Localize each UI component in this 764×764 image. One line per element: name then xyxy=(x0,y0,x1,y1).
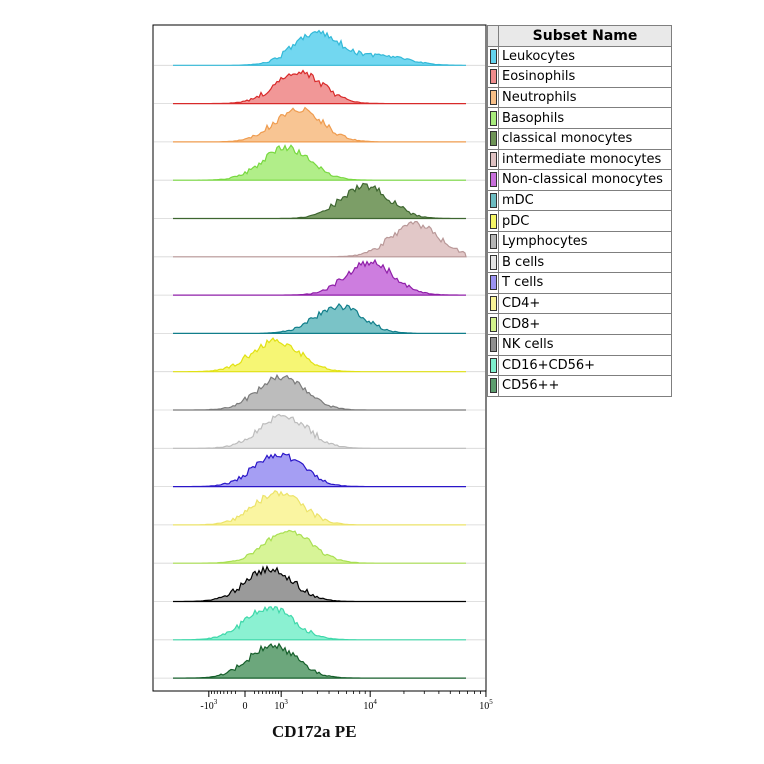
legend-swatch-cell xyxy=(487,86,499,109)
legend-label: Eosinophils xyxy=(498,66,672,88)
legend-swatch xyxy=(489,234,497,250)
legend-label: classical monocytes xyxy=(498,127,672,150)
legend-swatch-cell xyxy=(487,210,499,232)
legend-swatch-cell xyxy=(487,107,499,129)
legend-row: intermediate monocytes xyxy=(487,148,672,171)
legend-swatch xyxy=(489,110,497,126)
legend-swatch-cell xyxy=(487,127,499,150)
histogram-cd8- xyxy=(173,529,466,564)
legend-swatch-cell xyxy=(487,354,499,377)
legend-swatch-cell xyxy=(487,66,499,88)
legend-label: CD8+ xyxy=(498,313,672,335)
legend-row: CD8+ xyxy=(487,313,672,335)
legend-row: Lymphocytes xyxy=(487,230,672,253)
histogram-tracks xyxy=(154,29,485,679)
legend-swatch xyxy=(489,337,497,353)
legend-swatch-cell xyxy=(487,292,499,315)
histogram-t-cells xyxy=(173,452,466,488)
legend-row: B cells xyxy=(487,251,672,274)
legend-swatch xyxy=(489,275,497,291)
legend-row: mDC xyxy=(487,189,672,212)
legend-swatch xyxy=(489,378,497,394)
legend-row: NK cells xyxy=(487,333,672,356)
legend-label: Lymphocytes xyxy=(498,230,672,253)
histogram-pdc xyxy=(173,337,466,373)
legend-row: CD4+ xyxy=(487,292,672,315)
legend-label: Leukocytes xyxy=(498,45,672,68)
legend-swatch xyxy=(489,213,497,229)
legend-row: Basophils xyxy=(487,107,672,129)
legend-swatch xyxy=(489,193,497,209)
x-tick-label: 103 xyxy=(274,698,288,712)
legend-swatch-cell xyxy=(487,169,499,191)
legend-swatch xyxy=(489,357,497,373)
legend-swatch xyxy=(489,69,497,85)
legend-rows: Leukocytes Eosinophils Neutrophils Basophil… xyxy=(487,45,672,397)
legend-label: Non-classical monocytes xyxy=(498,169,672,191)
legend-swatch-cell xyxy=(487,313,499,335)
histogram-intermediate-monocytes xyxy=(173,221,467,258)
histogram-nk-cells xyxy=(173,565,466,603)
legend-label: CD16+CD56+ xyxy=(498,354,672,377)
legend-swatch xyxy=(489,48,497,64)
histogram-leukocytes xyxy=(173,29,466,66)
x-tick-label: 0 xyxy=(243,701,248,712)
x-axis: -103 0 103 104 105 xyxy=(200,691,493,712)
legend-header: Subset Name xyxy=(498,25,672,47)
legend-header-swatch-cell xyxy=(487,25,499,47)
legend-row: pDC xyxy=(487,210,672,232)
legend-swatch xyxy=(489,172,497,188)
legend-row: classical monocytes xyxy=(487,127,672,150)
legend-row: CD56++ xyxy=(487,375,672,397)
legend-swatch xyxy=(489,151,497,167)
legend-swatch-cell xyxy=(487,251,499,274)
histogram-cd4- xyxy=(173,490,466,526)
histogram-b-cells xyxy=(173,413,466,449)
legend-label: NK cells xyxy=(498,333,672,356)
x-axis-title: CD172a PE xyxy=(272,722,357,741)
legend-label: B cells xyxy=(498,251,672,274)
legend-label: CD4+ xyxy=(498,292,672,315)
x-tick-label: 105 xyxy=(479,698,493,712)
histogram-basophils xyxy=(173,144,466,181)
legend-label: T cells xyxy=(498,272,672,294)
legend-row: CD16+CD56+ xyxy=(487,354,672,377)
legend-label: Basophils xyxy=(498,107,672,129)
legend-label: mDC xyxy=(498,189,672,212)
legend-swatch-cell xyxy=(487,189,499,212)
legend-label: intermediate monocytes xyxy=(498,148,672,171)
x-tick-label: 104 xyxy=(363,698,377,712)
x-tick-label: -103 xyxy=(200,698,217,712)
legend-swatch xyxy=(489,254,497,270)
histogram-cd56- xyxy=(173,642,466,679)
legend-swatch-cell xyxy=(487,333,499,356)
histogram-eosinophils xyxy=(173,69,466,105)
legend-label: CD56++ xyxy=(498,375,672,397)
legend-row: Leukocytes xyxy=(487,45,672,68)
legend-swatch-cell xyxy=(487,230,499,253)
legend-label: pDC xyxy=(498,210,672,232)
legend-swatch xyxy=(489,296,497,312)
histogram-lymphocytes xyxy=(173,373,466,411)
legend-swatch-cell xyxy=(487,375,499,397)
legend-row: Neutrophils xyxy=(487,86,672,109)
legend-row: T cells xyxy=(487,272,672,294)
histogram-cd16-cd56- xyxy=(173,606,466,641)
legend-swatch xyxy=(489,131,497,147)
histogram-non-classical-monocytes xyxy=(173,258,466,296)
legend: Subset Name Leukocytes Eosinophils Neutrop… xyxy=(487,25,672,397)
legend-row: Eosinophils xyxy=(487,66,672,88)
legend-swatch-cell xyxy=(487,272,499,294)
legend-row: Non-classical monocytes xyxy=(487,169,672,191)
histogram-classical-monocytes xyxy=(173,182,466,220)
legend-swatch-cell xyxy=(487,148,499,171)
legend-swatch-cell xyxy=(487,45,499,68)
histogram-mdc xyxy=(173,303,466,335)
legend-swatch xyxy=(489,90,497,106)
legend-swatch xyxy=(489,316,497,332)
histogram-neutrophils xyxy=(173,106,466,143)
legend-label: Neutrophils xyxy=(498,86,672,109)
